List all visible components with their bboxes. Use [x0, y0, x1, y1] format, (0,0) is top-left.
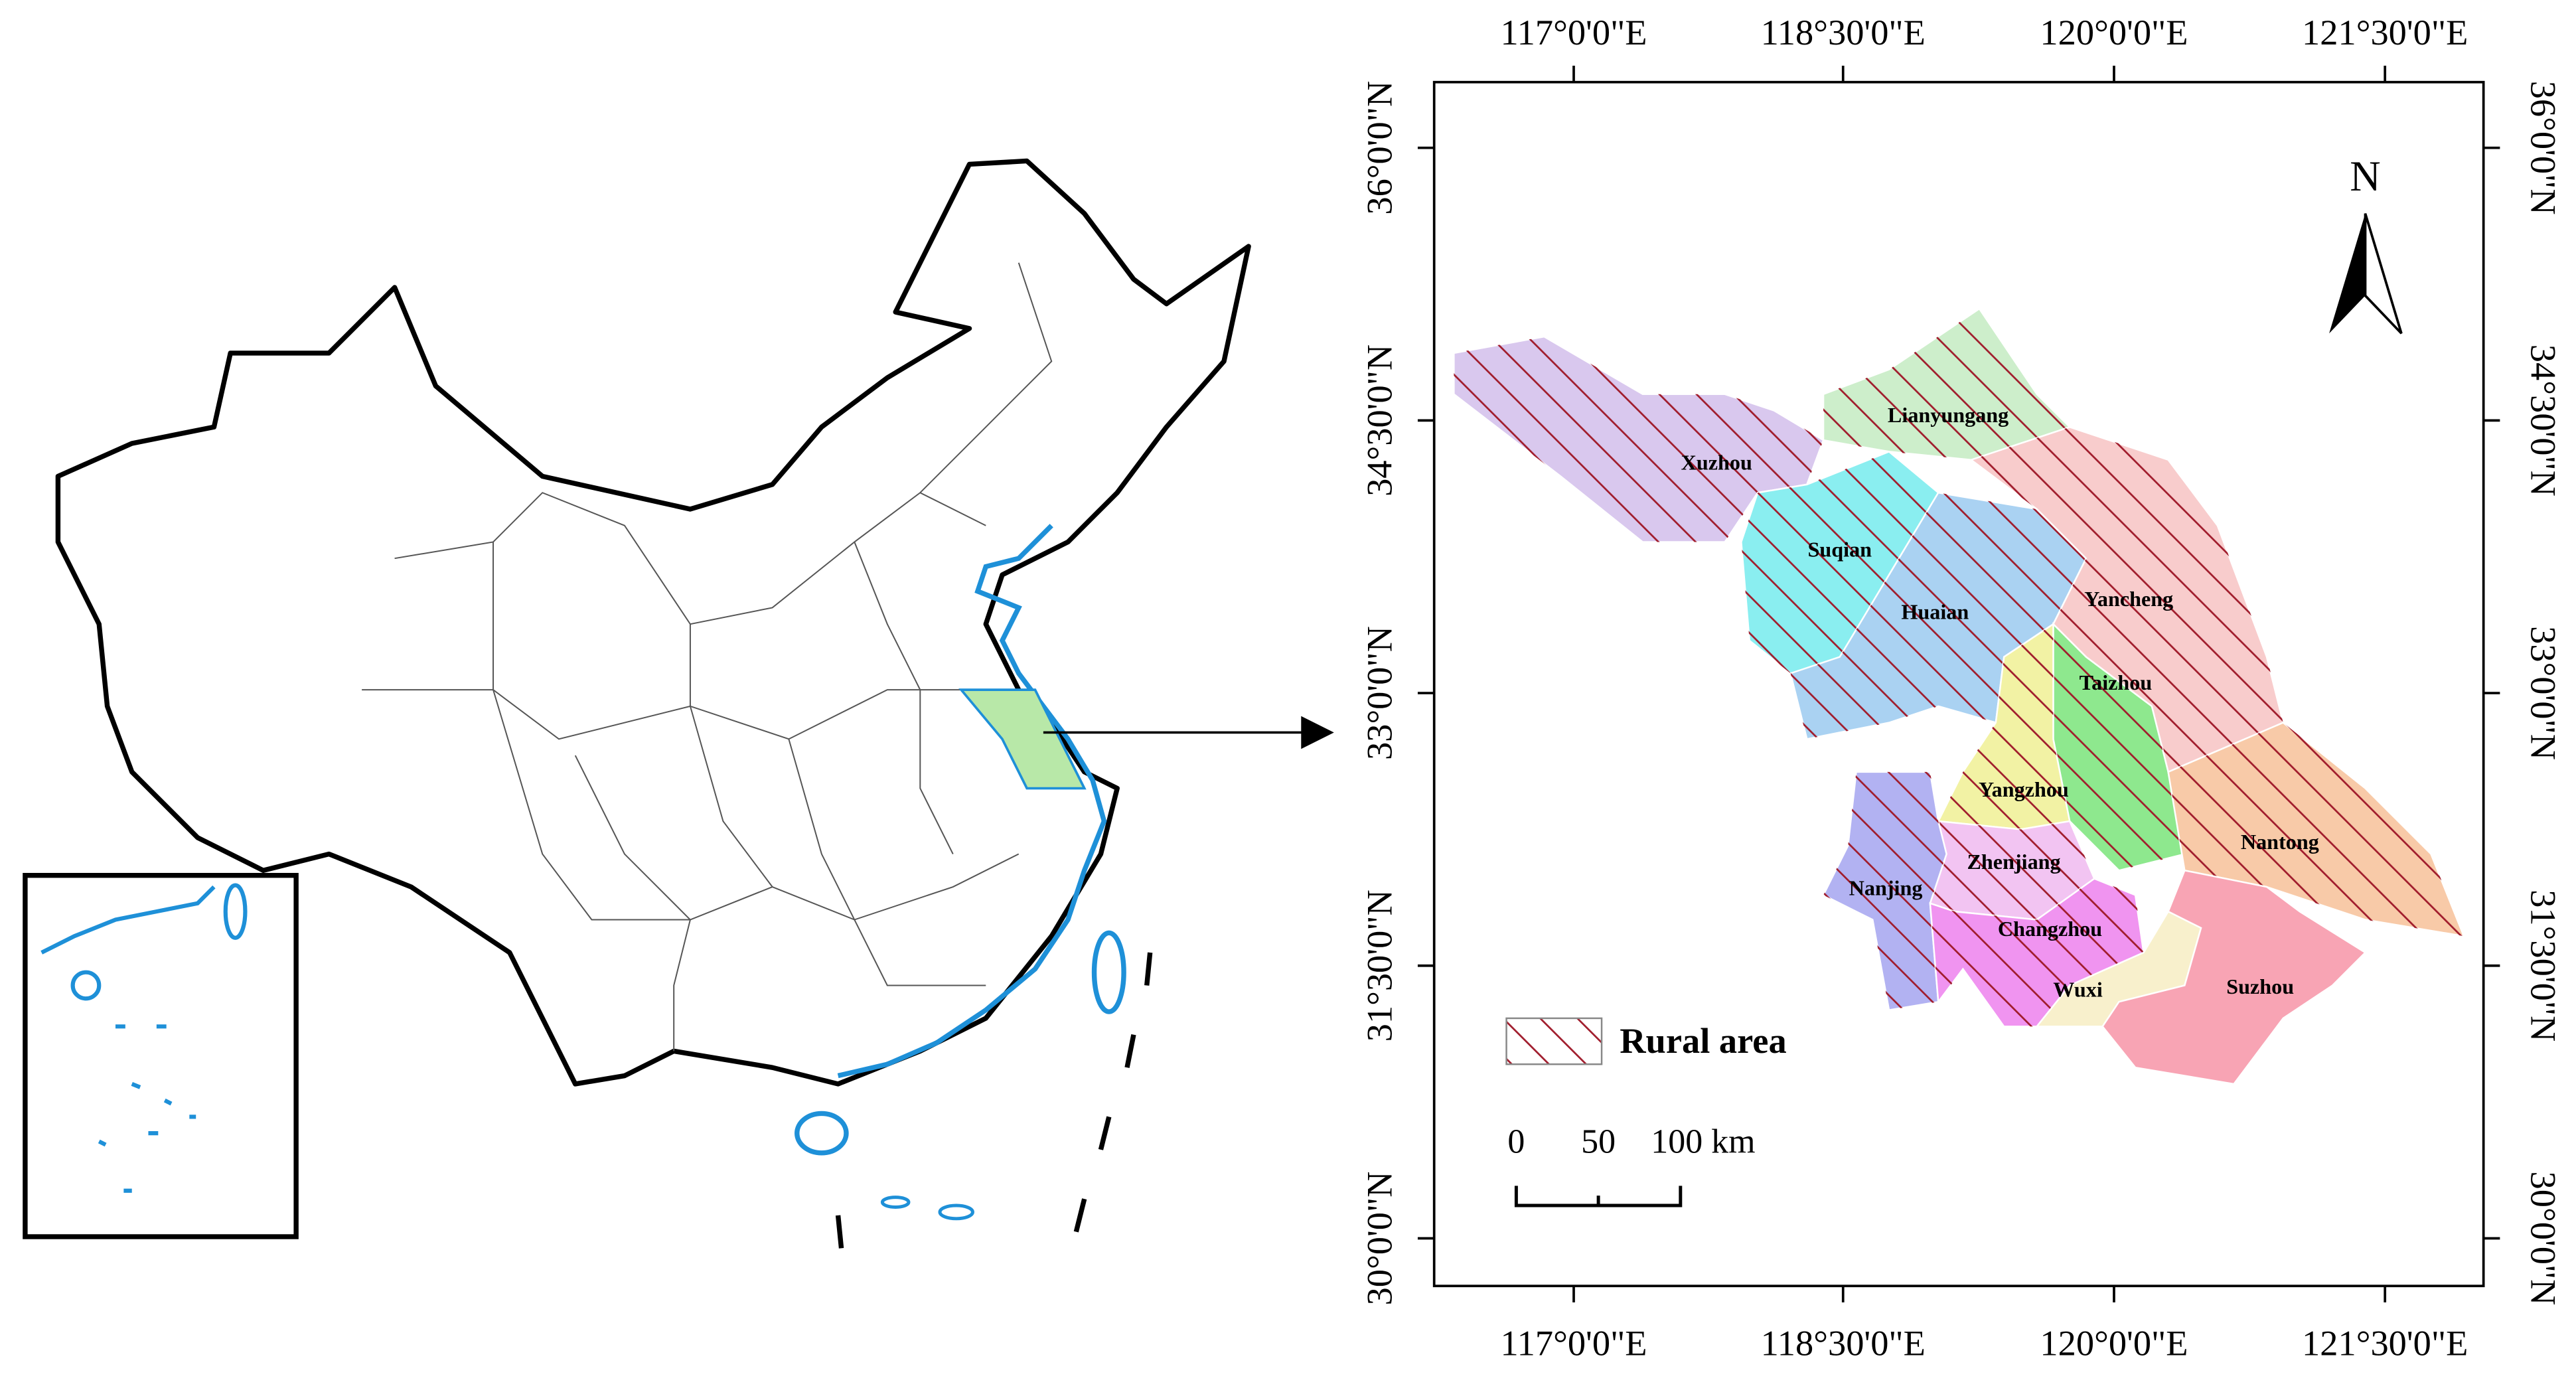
regions: [1453, 307, 2465, 1085]
longitude-label: 120°0'0"E: [2040, 12, 2188, 52]
hainan: [795, 1111, 849, 1156]
longitude-label: 120°0'0"E: [2040, 1322, 2188, 1363]
islands: [880, 1196, 974, 1221]
legend: Rural area: [1505, 1017, 1787, 1065]
china-map: [23, 158, 1334, 1249]
scale-label: 0: [1507, 1123, 1525, 1160]
arrow-left-half: [2329, 213, 2366, 334]
north-arrow: N: [2329, 153, 2403, 335]
rural-hatch: [1930, 878, 2144, 1027]
city-label: Yangzhou: [1979, 777, 2069, 801]
inset-contents: [40, 883, 248, 1193]
city-label: Wuxi: [2053, 978, 2103, 1002]
scale-line: [1514, 1186, 1683, 1207]
city-region: [2101, 869, 2367, 1085]
latitude-label: 36°0'0"N: [2523, 81, 2563, 215]
city-label: Lianyungang: [1888, 403, 2008, 427]
longitude-label: 117°0'0"E: [1500, 12, 1647, 52]
longitude-label: 121°30'0"E: [2302, 12, 2468, 52]
rural-hatch: [2053, 624, 2185, 871]
city-label: Zhenjiang: [1967, 850, 2060, 874]
longitude-label: 118°30'0"E: [1761, 12, 1926, 52]
jiangsu-highlight: [958, 688, 1087, 790]
city-label: Suqian: [1808, 538, 1872, 562]
latitude-label: 33°0'0"N: [2523, 626, 2563, 760]
latitude-label: 30°0'0"N: [2523, 1172, 2563, 1306]
legend-label: Rural area: [1620, 1020, 1786, 1061]
latitude-label: 31°30'0"N: [1359, 890, 1399, 1042]
rural-hatch: [1823, 771, 1947, 1010]
rural-hatch: [1930, 821, 2095, 920]
legend-swatch: [1505, 1017, 1603, 1065]
city-label: Nanjing: [1849, 876, 1923, 899]
nine-dash: [835, 952, 1153, 1249]
latitude-label: 34°30'0"N: [1359, 345, 1399, 497]
pointer-arrowhead: [1301, 716, 1334, 749]
scale-label: 100 km: [1651, 1123, 1755, 1160]
labels: Xuzhou Lianyungang Suqian Huaian Yancheng Tai…: [1681, 403, 2319, 1002]
latitude-label: 33°0'0"N: [1359, 626, 1399, 760]
jiangsu-map: Xuzhou Lianyungang Suqian Huaian Yancheng Tai…: [1359, 12, 2563, 1363]
city-label: Xuzhou: [1681, 451, 1752, 475]
rural-hatch: [1823, 309, 2070, 460]
arrow-right-half: [2364, 213, 2403, 335]
latitude-label: 36°0'0"N: [1359, 81, 1399, 215]
city-label: Changzhou: [1998, 917, 2102, 941]
scale-label: 50: [1581, 1123, 1616, 1160]
longitude-label: 118°30'0"E: [1761, 1322, 1926, 1363]
rural-hatch: [1741, 451, 1939, 674]
latitude-label: 34°30'0"N: [2523, 345, 2563, 497]
longitude-label: 121°30'0"E: [2302, 1322, 2468, 1363]
coastline: [837, 524, 1107, 1079]
rural-hatch: [1454, 337, 1824, 542]
rural-hatch: [1938, 624, 2070, 830]
city-label: Taizhou: [2080, 670, 2153, 694]
scale-bar: 0 50 100 km: [1507, 1123, 1756, 1207]
north-label: N: [2350, 153, 2380, 200]
city-label: Suzhou: [2226, 974, 2294, 998]
city-label: Yancheng: [2084, 587, 2173, 611]
longitude-label: 117°0'0"E: [1500, 1322, 1647, 1363]
city-label: Huaian: [1901, 600, 1969, 624]
rural-hatch: [1971, 427, 2283, 772]
inset-frame: [23, 872, 299, 1239]
rural-hatch: [1790, 493, 2086, 739]
latitude-label: 31°30'0"N: [2523, 890, 2563, 1042]
taiwan: [1091, 930, 1126, 1014]
city-label: Nantong: [2241, 830, 2319, 854]
rural-hatch: [2168, 722, 2464, 937]
latitude-label: 30°0'0"N: [1359, 1172, 1399, 1306]
province-borders: [362, 262, 1053, 1051]
